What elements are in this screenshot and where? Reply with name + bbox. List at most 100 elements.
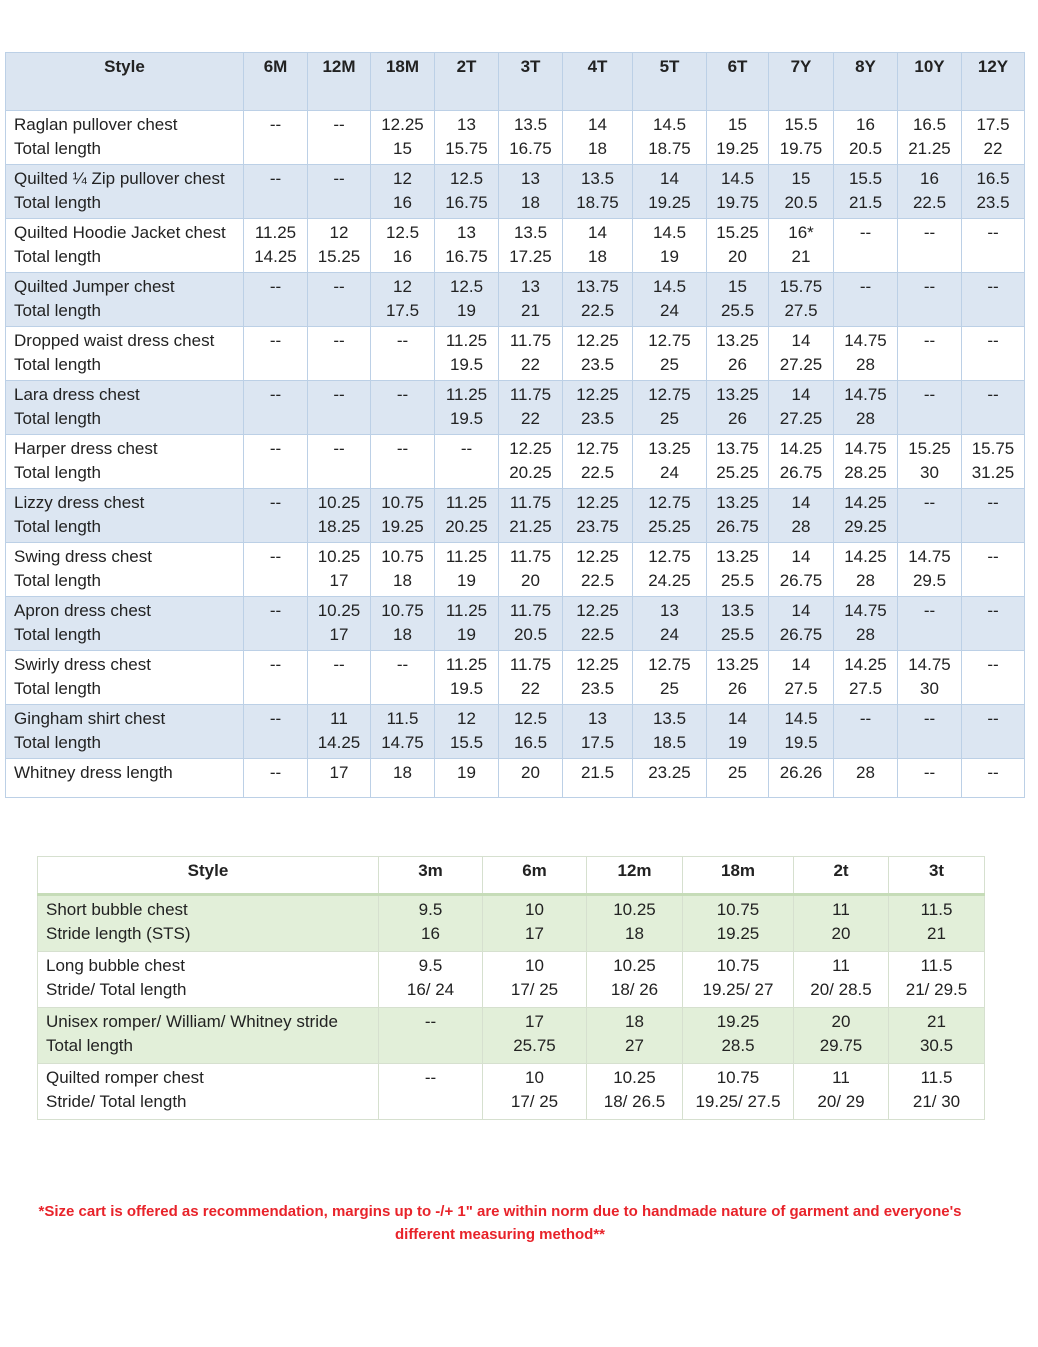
column-header-size: 3T	[498, 52, 563, 111]
measurement-value: --	[269, 385, 282, 404]
measurement-value: 31.25	[971, 463, 1015, 482]
table-row: Lizzy dress chest Total length -- 10.25 18.2…	[5, 488, 1025, 543]
size-cell: --	[243, 434, 308, 489]
column-header-size: 5T	[632, 52, 707, 111]
size-cell: --	[307, 650, 371, 705]
measurement-value: 14	[791, 655, 811, 674]
size-cell: 18 27	[586, 1007, 683, 1064]
row-label: Unisex romper/ William/ Whitney stride To…	[37, 1007, 379, 1064]
measurement-value: 15	[728, 115, 747, 134]
measurement-value: --	[987, 601, 999, 620]
size-cell: --	[961, 542, 1025, 597]
measurement-value: 21/ 30	[912, 1092, 961, 1111]
measurement-value: 24	[660, 625, 679, 644]
size-cell: --	[897, 596, 962, 651]
size-cell: 11.5 21	[888, 894, 985, 952]
measurement-value: 17	[525, 1012, 544, 1031]
measurement-value: 11.75	[509, 385, 552, 404]
size-cell: 12.5 16.75	[434, 164, 499, 219]
measurement-value: --	[923, 709, 936, 728]
size-cell: 14 26.75	[768, 596, 834, 651]
measurement-value: --	[424, 1068, 437, 1087]
measurement-value: 26	[728, 409, 747, 428]
measurement-value: 22.5	[912, 193, 947, 212]
measurement-value: 25.25	[716, 463, 759, 482]
measurement-value: 10.75	[716, 900, 760, 919]
measurement-value: --	[333, 277, 345, 296]
column-header-size: 3m	[378, 856, 483, 896]
measurement-value: --	[269, 277, 282, 296]
table-row: Lara dress chest Total length -- -- -- 11.25 1…	[5, 380, 1025, 435]
measurement-value: 12.75	[648, 385, 691, 404]
measurement-value: 9.5	[418, 900, 443, 919]
size-cell: 11.5 21/ 30	[888, 1063, 985, 1120]
measurement-value: 22	[521, 679, 540, 698]
measurement-value: 14.5	[784, 709, 818, 728]
measurement-value: 14.75	[908, 547, 951, 566]
size-cell: 15.5 19.75	[768, 110, 834, 165]
measurement-value: 22.5	[580, 625, 615, 644]
size-cell: 12 15.5	[434, 704, 499, 759]
measurement-value: 11.5	[920, 956, 953, 975]
measurement-value: --	[269, 493, 282, 512]
measurement-value: --	[269, 331, 282, 350]
measurement-value: 12.5	[385, 223, 420, 242]
measurement-value: 20	[521, 763, 540, 782]
size-cell: 14.5 19.5	[768, 704, 834, 759]
measurement-value: 29.5	[912, 571, 947, 590]
size-cell: 13 21	[498, 272, 563, 327]
label-line: Total length	[14, 571, 101, 590]
measurement-value: 21.5	[580, 763, 615, 782]
measurement-value: 18.75	[648, 139, 691, 158]
size-cell: --	[370, 326, 435, 381]
measurement-value: 10	[525, 956, 544, 975]
size-cell: 13 16.75	[434, 218, 499, 273]
size-cell: 12.25 22.5	[562, 596, 633, 651]
measurement-value: --	[987, 709, 999, 728]
measurement-value: 19.25	[716, 139, 759, 158]
table-row: Raglan pullover chest Total length -- -- 12.…	[5, 110, 1025, 165]
measurement-value: 10	[525, 900, 544, 919]
size-cell: 17	[307, 758, 371, 798]
measurement-value: 26.26	[779, 763, 823, 782]
measurement-value: 21	[521, 301, 540, 320]
measurement-value: 10.25	[613, 900, 656, 919]
measurement-value: 12.75	[576, 439, 619, 458]
measurement-value: 11	[832, 956, 850, 975]
column-header-size: 6m	[482, 856, 587, 896]
measurement-value: 21/ 29.5	[905, 980, 968, 999]
measurement-value: 16*	[788, 223, 814, 242]
measurement-value: 28	[856, 625, 875, 644]
size-cell: 13.25 24	[632, 434, 707, 489]
measurement-value: 14.5	[652, 223, 687, 242]
size-cell: 18	[370, 758, 435, 798]
size-cell: 12.75 25	[632, 326, 707, 381]
measurement-value: 15	[728, 277, 747, 296]
column-header-size: 18M	[370, 52, 435, 111]
measurement-value: 12.25	[576, 385, 619, 404]
measurement-value: 14	[660, 169, 679, 188]
column-header-size: 8Y	[833, 52, 898, 111]
measurement-value: 28.5	[721, 1036, 755, 1055]
size-cell: 11 20	[793, 894, 889, 952]
size-cell: 14 27.25	[768, 380, 834, 435]
measurement-value: 19.75	[779, 139, 823, 158]
size-cell: --	[897, 758, 962, 798]
measurement-value: 10.25	[317, 547, 361, 566]
size-cell: 10.25 18.25	[307, 488, 371, 543]
note-line-2: different measuring method**	[394, 1226, 606, 1243]
row-label: Lizzy dress chest Total length	[5, 488, 244, 543]
measurement-value: 10.25	[317, 601, 361, 620]
measurement-value: 19.75	[716, 193, 759, 212]
measurement-value: 16	[421, 924, 440, 943]
size-cell: 17.5 22	[961, 110, 1025, 165]
measurement-value: --	[987, 763, 999, 782]
measurement-value: 25.5	[720, 571, 755, 590]
measurement-value: 13.25	[716, 331, 759, 350]
size-cell: --	[961, 596, 1025, 651]
label-line: Total length	[14, 625, 101, 644]
measurement-value: 16.75	[509, 139, 552, 158]
measurement-value: 12.5	[449, 277, 484, 296]
table-row: Short bubble chest Stride length (STS) 9.5…	[37, 894, 985, 952]
size-cell: --	[378, 1007, 483, 1064]
